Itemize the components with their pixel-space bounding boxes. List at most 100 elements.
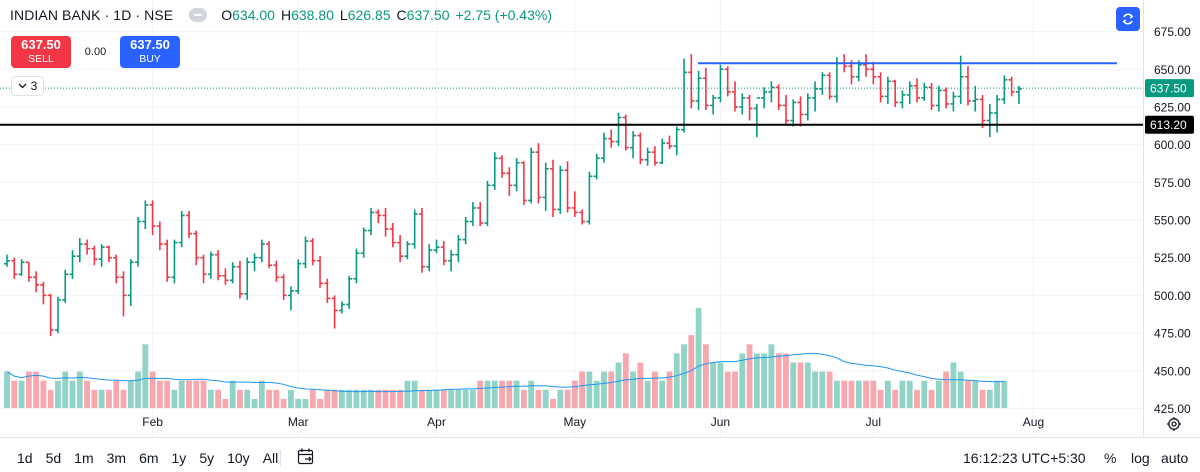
clock-display[interactable]: 16:12:23 UTC+5:30 [963, 450, 1086, 466]
ohlc-bar [229, 262, 236, 284]
volume-bar [237, 389, 243, 408]
volume-bar [834, 380, 840, 408]
x-tick-label: May [564, 415, 587, 429]
volume-bar [76, 371, 83, 408]
symbol-title[interactable]: INDIAN BANK · 1D · NSE [10, 7, 174, 23]
ohlc-bar [200, 254, 207, 284]
ohlc-bar [571, 191, 578, 217]
volume-bar [884, 380, 891, 408]
ohlc-bar [295, 259, 302, 294]
volume-bar [317, 398, 323, 408]
volume-bar [98, 389, 105, 408]
ohlc-bar [302, 236, 309, 269]
ohlc-bar [892, 79, 899, 107]
volume-bar [135, 371, 141, 408]
ohlc-bar [797, 96, 804, 127]
range-1d[interactable]: 1d [17, 450, 33, 466]
ohlc-bar [884, 76, 891, 104]
volume-bar [593, 380, 600, 408]
ohlc-bar [25, 261, 32, 282]
y-tick-label: 500.00 [1154, 289, 1191, 303]
ohlc-bar [1001, 75, 1008, 104]
ohlc-bar [207, 251, 214, 279]
percent-scale-toggle[interactable]: % [1104, 450, 1117, 466]
volume-bar [877, 389, 884, 408]
auto-scale-toggle[interactable]: auto [1161, 450, 1189, 466]
range-3m[interactable]: 3m [106, 450, 127, 466]
volume-bar [848, 380, 855, 408]
range-5d[interactable]: 5d [45, 450, 62, 466]
ohlc-bar [309, 238, 316, 266]
ohlc-bar [863, 54, 870, 77]
volume-bar [775, 353, 782, 408]
volume-bar [397, 389, 404, 408]
volume-bar [266, 389, 272, 408]
volume-bar [33, 371, 40, 408]
volume-bar [477, 380, 484, 408]
ohlc-bar [899, 90, 906, 109]
ohlc-bar [127, 259, 134, 306]
ohlc-bar [659, 138, 666, 165]
volume-bar [113, 380, 120, 408]
ohlc-bar [535, 143, 542, 204]
range-all[interactable]: All [262, 450, 279, 466]
ohlc-bar [266, 241, 273, 269]
ohlc-bar [506, 167, 513, 196]
range-1m[interactable]: 1m [74, 450, 94, 466]
last-price-badge [1145, 79, 1194, 98]
sell-button[interactable]: 637.50 SELL [11, 36, 71, 68]
volume-bar [972, 380, 979, 408]
volume-bar [193, 380, 200, 408]
volume-bar [564, 389, 571, 408]
go-to-date-button[interactable] [296, 446, 316, 471]
volume-bar [404, 380, 411, 408]
volume-bar [608, 371, 615, 408]
ohlc-bar [906, 81, 913, 104]
range-5y[interactable]: 5y [199, 450, 215, 466]
buy-label: BUY [139, 53, 161, 65]
ohlc-bar [105, 245, 112, 263]
volume-bar [1001, 380, 1008, 408]
eye-toggle-icon[interactable] [189, 8, 208, 22]
ohlc-bar [950, 91, 957, 112]
volume-bar [207, 389, 214, 408]
range-10y[interactable]: 10y [227, 450, 250, 466]
range-6m[interactable]: 6m [139, 450, 159, 466]
ohlc-bar [477, 201, 484, 227]
ohlc-bar [40, 281, 47, 305]
ohlc-bar [564, 161, 571, 213]
volume-bar [717, 362, 724, 408]
ohlc-bar [586, 171, 593, 225]
volume-bar [520, 389, 527, 408]
indicators-toggle-button[interactable]: 3 [11, 76, 44, 96]
volume-bar [491, 380, 498, 408]
support-price-badge [1145, 115, 1194, 134]
ohlc-bar [557, 165, 564, 214]
volume-bar [557, 389, 564, 408]
ohlc-bar [819, 72, 826, 95]
chart-settings-button[interactable] [1166, 416, 1182, 437]
ohlc-bar [542, 162, 549, 211]
low-label: L [339, 7, 348, 23]
ohlc-bar [178, 210, 185, 248]
volume-bar [69, 380, 76, 408]
volume-bar [25, 371, 32, 408]
volume-bar [906, 380, 913, 408]
buy-button[interactable]: 637.50 BUY [120, 36, 180, 68]
ohlc-bar [455, 235, 462, 263]
high-value: 638.80 [291, 7, 334, 23]
volume-bar [768, 344, 775, 408]
y-tick-label: 550.00 [1154, 214, 1191, 228]
volume-bar [448, 389, 454, 408]
ohlc-bar [826, 72, 833, 100]
support-price-label: 613.20 [1150, 118, 1187, 132]
reload-button[interactable] [1116, 7, 1140, 31]
log-scale-toggle[interactable]: log [1131, 450, 1150, 466]
volume-bar [200, 380, 207, 408]
ohlc-bar [426, 244, 433, 272]
volume-bar [688, 335, 695, 408]
volume-bar [273, 389, 280, 408]
range-1y[interactable]: 1y [171, 450, 187, 466]
